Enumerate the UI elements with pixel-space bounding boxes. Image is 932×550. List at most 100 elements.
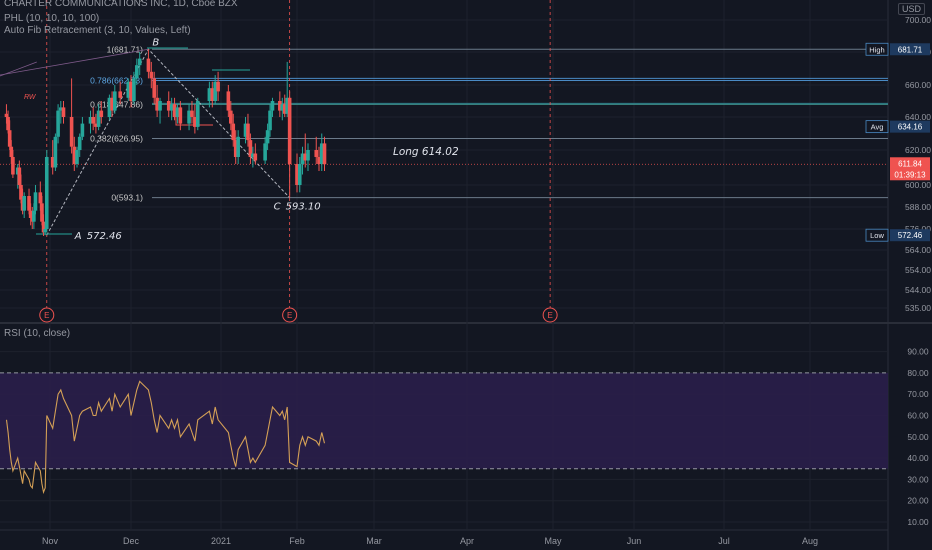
candle-body	[300, 153, 305, 164]
price-badge-value: 681.71	[898, 45, 923, 54]
rsi-tick-label: 60.00	[907, 411, 929, 421]
candle-body	[152, 78, 157, 98]
candle-body	[278, 101, 282, 111]
candle-body	[53, 136, 58, 168]
candle-body	[99, 110, 104, 117]
price-levels: 1.272(705.81) 1(681.71) 0.786(662.73) 0.618…	[0, 0, 888, 203]
candle-body	[132, 78, 136, 101]
candle-body	[22, 196, 26, 211]
candle-body	[135, 65, 139, 79]
candle-body	[7, 130, 12, 147]
candle-body	[169, 104, 174, 111]
price-badge-name-box	[865, 42, 889, 56]
candle-body	[41, 221, 46, 233]
candle-body	[246, 123, 250, 141]
rsi-band	[0, 372, 888, 470]
candle-body	[27, 196, 31, 211]
candle-body	[287, 97, 292, 164]
price-tick-label: 640.00	[905, 112, 931, 122]
price-tick-label: 588.00	[905, 202, 931, 212]
time-tick-label: May	[544, 536, 562, 546]
candle-body	[178, 107, 183, 124]
fib-legend[interactable]: Auto Fib Retracement (3, 10, Values, Lef…	[4, 25, 191, 36]
candle-body	[19, 185, 23, 200]
rsi-legend[interactable]: RSI (10, close)	[4, 328, 71, 339]
time-tick-label: Apr	[460, 536, 474, 546]
price-badge-name-box	[865, 120, 889, 134]
candle-body	[243, 123, 248, 137]
candle-body	[226, 91, 231, 111]
candle-body	[75, 150, 79, 164]
candle-body	[251, 153, 255, 157]
candle-body	[107, 97, 112, 117]
candle-body	[11, 157, 15, 175]
axes: NovDec2021FebMarAprMayJunJulAug700.00680…	[42, 15, 931, 546]
time-tick-label: Jul	[718, 536, 730, 546]
rsi-tick-label: 20.00	[907, 496, 929, 506]
fib-level-label: 0.618(647.86)	[90, 99, 143, 109]
candle-body	[43, 229, 47, 233]
currency-label[interactable]: USD	[898, 3, 926, 15]
price-badge-value: 01:39:13	[894, 170, 926, 179]
time-tick-label: Mar	[366, 536, 382, 546]
candle-body	[285, 97, 289, 114]
pattern-point-value: 593.10	[286, 202, 321, 213]
price-badge-value: 611.84	[898, 159, 922, 168]
price-tick-label: 544.00	[905, 285, 931, 295]
candle-body	[210, 88, 215, 101]
time-tick-label: Jun	[627, 536, 642, 546]
candle-body	[91, 117, 95, 124]
time-tick-label: Aug	[802, 536, 818, 546]
earnings-marker-label: E	[287, 311, 292, 320]
candle-body	[155, 97, 159, 111]
phl-legend[interactable]: PHL (10, 10, 10, 100)	[4, 13, 100, 24]
time-tick-label: Nov	[42, 536, 59, 546]
trend-line	[0, 61, 37, 77]
symbol-legend[interactable]: CHARTER COMMUNICATIONS INC, 1D, Cboe BZX	[4, 0, 238, 9]
candle-body	[216, 81, 220, 92]
earnings-marker-label: E	[44, 311, 49, 320]
price-badge-name-box	[865, 228, 889, 242]
earnings-marker	[542, 307, 558, 323]
fib-level-label: 0.382(626.95)	[90, 134, 143, 144]
price-badge-value: 634.16	[898, 123, 923, 132]
trend-line	[0, 48, 149, 76]
fib-level-label: 1(681.71)	[107, 44, 144, 54]
candle-body	[175, 107, 180, 117]
rsi-band-fill	[0, 372, 888, 469]
candle-body	[9, 146, 14, 157]
candle-body	[295, 164, 299, 185]
candle-body	[94, 123, 98, 127]
candle-body	[56, 110, 60, 137]
earnings-marker	[39, 307, 55, 323]
price-badge-value: 572.46	[898, 231, 923, 240]
earnings-marker	[282, 307, 298, 323]
candle-body	[236, 136, 240, 157]
candle-body	[322, 143, 327, 165]
rsi-tick-label: 10.00	[907, 517, 929, 527]
candle-body	[314, 150, 319, 157]
candle-body	[280, 104, 285, 111]
candle-body	[69, 117, 74, 147]
candle-body	[126, 81, 131, 98]
price-badge	[890, 120, 930, 133]
rsi-pane	[5, 380, 326, 495]
rsi-tick-label: 90.00	[907, 347, 929, 357]
candle-body	[146, 58, 151, 72]
annotation-text: Long 614.02	[393, 146, 459, 158]
candle-body	[248, 140, 253, 157]
candle-body	[253, 153, 258, 161]
candle-body	[317, 157, 321, 164]
price-tick-label: 620.00	[905, 145, 931, 155]
candle-body	[32, 210, 36, 222]
candle-body	[129, 81, 133, 101]
rsi-tick-label: 50.00	[907, 432, 929, 442]
candle-body	[265, 130, 270, 144]
candle-body	[6, 117, 10, 131]
fib-level-label: 1.272(705.81)	[90, 0, 143, 2]
candle-body	[282, 104, 287, 114]
candle-body	[113, 91, 117, 111]
candle-body	[33, 192, 38, 211]
candle-body	[80, 123, 85, 137]
